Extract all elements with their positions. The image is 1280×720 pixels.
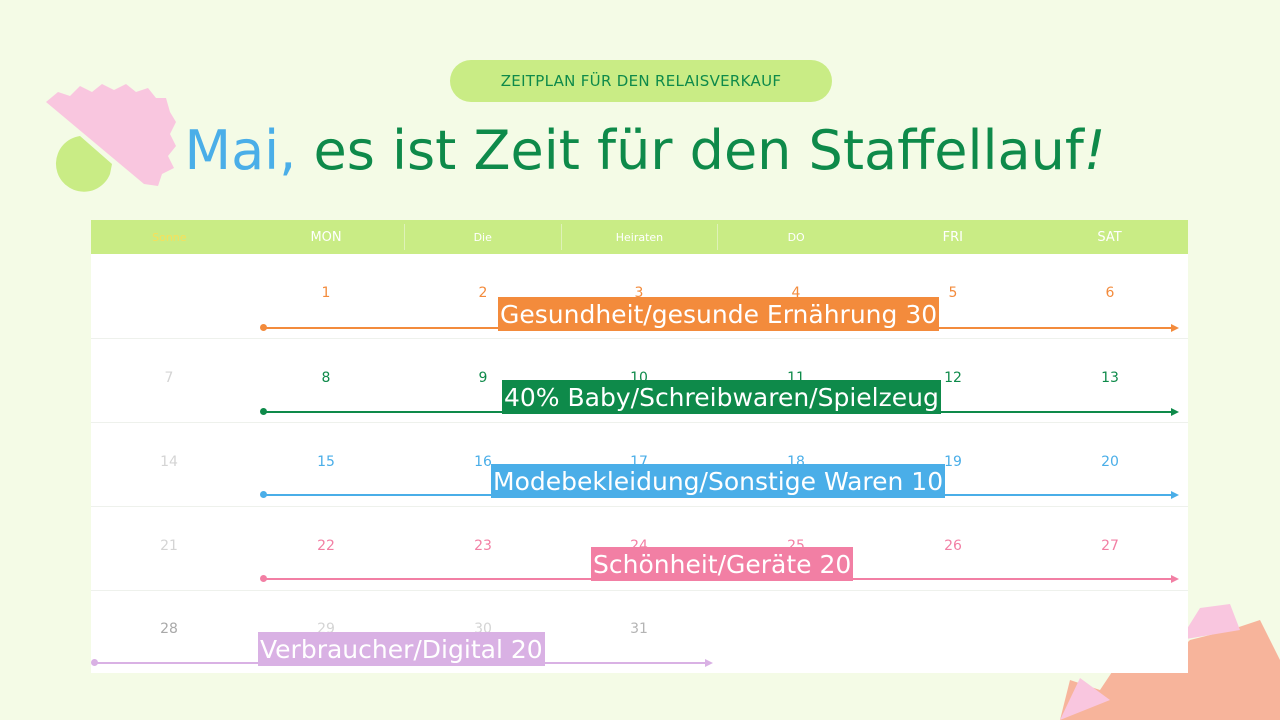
day-number: 12: [944, 370, 962, 386]
schedule-badge: ZEITPLAN FÜR DEN RELAISVERKAUF: [450, 60, 832, 102]
green-circle-decoration: [55, 136, 112, 192]
weekday-header: Sonne MON Die Heiraten DO FRI SAT: [91, 220, 1188, 254]
promo-label: Verbraucher/Digital 20: [258, 632, 545, 666]
timeline-arrow-icon: [1171, 491, 1179, 499]
day-number: 9: [478, 370, 488, 386]
day-number: 27: [1101, 538, 1119, 554]
day-number: 15: [317, 454, 335, 470]
weekday-fri: FRI: [942, 229, 964, 245]
promo-label: 40% Baby/Schreibwaren/Spielzeug: [502, 380, 941, 414]
day-number: 2: [478, 285, 488, 301]
header-divider: [561, 224, 562, 250]
day-number: 1: [321, 285, 331, 301]
row-divider: [91, 506, 1188, 507]
row-divider: [91, 338, 1188, 339]
day-number: 8: [321, 370, 331, 386]
weekday-thu: DO: [787, 230, 805, 244]
day-number: 13: [1101, 370, 1119, 386]
header-divider: [717, 224, 718, 250]
page-title: Mai, es ist Zeit für den Staffellauf!: [0, 116, 1280, 186]
day-number: 5: [948, 285, 958, 301]
weekday-sun: Sonne: [152, 230, 187, 244]
day-number: 4: [791, 285, 801, 301]
day-number: 20: [1101, 454, 1119, 470]
weekday-sat: SAT: [1097, 229, 1122, 245]
day-number: 21: [160, 538, 178, 554]
day-number: 19: [944, 454, 962, 470]
title-text: es ist Zeit für den Staffellauf: [296, 119, 1084, 182]
timeline-arrow-icon: [1171, 324, 1179, 332]
title-exclaim: !: [1083, 119, 1106, 182]
weekday-tue: Die: [473, 230, 492, 244]
header-divider: [404, 224, 405, 250]
promo-label: Gesundheit/gesunde Ernährung 30: [498, 297, 940, 331]
pink-fan-decoration: [46, 84, 176, 186]
promo-label: Schönheit/Geräte 20: [591, 547, 854, 581]
weekday-wed: Heiraten: [615, 230, 664, 244]
day-number: 31: [630, 621, 648, 637]
day-number: 28: [160, 621, 178, 637]
day-number: 23: [474, 538, 492, 554]
day-number: 22: [317, 538, 335, 554]
title-month: Mai,: [184, 119, 297, 182]
day-number: 6: [1105, 285, 1115, 301]
timeline-arrow-icon: [705, 659, 713, 667]
day-number: 3: [634, 285, 644, 301]
timeline-arrow-icon: [1171, 575, 1179, 583]
calendar: Sonne MON Die Heiraten DO FRI SAT 1 2 3 …: [91, 220, 1188, 673]
day-number: 16: [474, 454, 492, 470]
row-divider: [91, 422, 1188, 423]
timeline-arrow-icon: [1171, 408, 1179, 416]
promo-label: Modebekleidung/Sonstige Waren 10: [491, 464, 946, 498]
day-number: 14: [160, 454, 178, 470]
day-number: 7: [164, 370, 174, 386]
weekday-mon: MON: [310, 229, 342, 245]
day-number: 26: [944, 538, 962, 554]
row-divider: [91, 590, 1188, 591]
